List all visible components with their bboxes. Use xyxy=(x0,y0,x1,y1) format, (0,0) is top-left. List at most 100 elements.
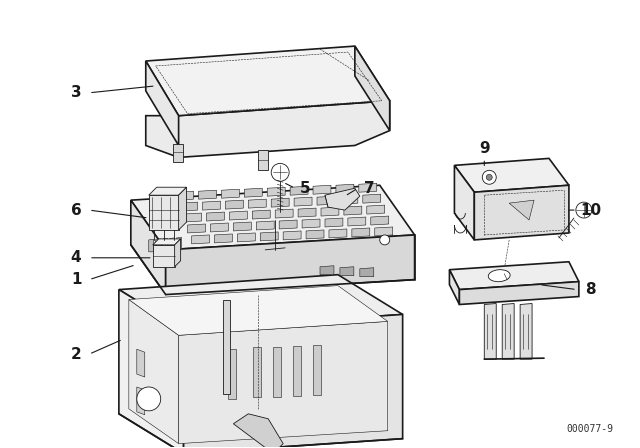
Polygon shape xyxy=(146,46,390,116)
Polygon shape xyxy=(298,208,316,217)
Polygon shape xyxy=(148,195,179,230)
Polygon shape xyxy=(188,224,205,233)
Polygon shape xyxy=(502,303,514,359)
Polygon shape xyxy=(325,218,343,227)
Polygon shape xyxy=(221,189,239,198)
Polygon shape xyxy=(253,347,261,397)
Polygon shape xyxy=(156,239,161,251)
Polygon shape xyxy=(153,245,175,267)
Polygon shape xyxy=(268,187,285,196)
Text: 10: 10 xyxy=(580,202,602,218)
Circle shape xyxy=(576,202,592,218)
Polygon shape xyxy=(148,239,154,252)
Polygon shape xyxy=(177,237,182,250)
Polygon shape xyxy=(198,190,216,199)
Polygon shape xyxy=(244,188,262,197)
Polygon shape xyxy=(313,185,331,194)
Polygon shape xyxy=(321,207,339,216)
Polygon shape xyxy=(237,233,255,242)
Polygon shape xyxy=(371,216,388,225)
Polygon shape xyxy=(173,143,182,162)
Polygon shape xyxy=(363,194,381,203)
Polygon shape xyxy=(260,232,278,241)
Text: 3: 3 xyxy=(71,85,81,100)
Polygon shape xyxy=(214,234,232,243)
Polygon shape xyxy=(223,300,230,394)
Text: 000077-9: 000077-9 xyxy=(566,424,614,434)
Polygon shape xyxy=(175,191,193,200)
Ellipse shape xyxy=(488,270,510,282)
Polygon shape xyxy=(360,268,374,277)
Polygon shape xyxy=(191,235,209,244)
Polygon shape xyxy=(340,267,354,276)
Text: 1: 1 xyxy=(71,272,81,287)
Polygon shape xyxy=(146,61,179,146)
Polygon shape xyxy=(228,349,236,399)
Polygon shape xyxy=(449,270,460,305)
Polygon shape xyxy=(484,303,496,359)
Polygon shape xyxy=(119,289,184,448)
Polygon shape xyxy=(170,238,175,250)
Polygon shape xyxy=(119,275,403,329)
Polygon shape xyxy=(252,210,270,219)
Text: 8: 8 xyxy=(586,282,596,297)
Text: 5: 5 xyxy=(300,181,310,196)
Text: 9: 9 xyxy=(479,141,490,156)
Polygon shape xyxy=(355,46,390,130)
Polygon shape xyxy=(234,222,252,231)
Circle shape xyxy=(380,235,390,245)
Polygon shape xyxy=(294,197,312,206)
Polygon shape xyxy=(163,238,168,251)
Polygon shape xyxy=(153,239,180,245)
Polygon shape xyxy=(225,200,243,209)
Circle shape xyxy=(137,387,161,411)
Polygon shape xyxy=(137,387,145,415)
Polygon shape xyxy=(474,185,569,240)
Polygon shape xyxy=(325,188,360,210)
Polygon shape xyxy=(329,229,347,238)
Polygon shape xyxy=(179,187,187,230)
Circle shape xyxy=(271,164,289,181)
Circle shape xyxy=(483,170,496,184)
Polygon shape xyxy=(131,200,166,294)
Polygon shape xyxy=(248,199,266,208)
Polygon shape xyxy=(179,321,388,444)
Polygon shape xyxy=(293,346,301,396)
Polygon shape xyxy=(137,349,145,377)
Polygon shape xyxy=(313,345,321,395)
Polygon shape xyxy=(283,231,301,240)
Polygon shape xyxy=(131,185,415,250)
Polygon shape xyxy=(520,303,532,359)
Text: 7: 7 xyxy=(364,181,375,196)
Polygon shape xyxy=(290,186,308,195)
Polygon shape xyxy=(180,202,198,211)
Polygon shape xyxy=(175,239,180,267)
Polygon shape xyxy=(359,183,377,192)
Polygon shape xyxy=(344,206,362,215)
Polygon shape xyxy=(275,209,293,218)
Polygon shape xyxy=(306,230,324,239)
Polygon shape xyxy=(352,228,370,237)
Polygon shape xyxy=(184,213,202,222)
Polygon shape xyxy=(234,414,283,448)
Text: 4: 4 xyxy=(71,250,81,265)
Polygon shape xyxy=(454,159,569,192)
Polygon shape xyxy=(129,286,388,335)
Polygon shape xyxy=(336,184,354,193)
Polygon shape xyxy=(207,212,225,221)
Polygon shape xyxy=(273,347,281,397)
Polygon shape xyxy=(211,223,228,232)
Polygon shape xyxy=(340,195,358,204)
Polygon shape xyxy=(129,300,179,444)
Polygon shape xyxy=(317,196,335,205)
Polygon shape xyxy=(460,282,579,305)
Polygon shape xyxy=(148,187,187,195)
Polygon shape xyxy=(146,101,390,157)
Polygon shape xyxy=(259,151,268,170)
Polygon shape xyxy=(256,221,274,230)
Polygon shape xyxy=(449,262,579,289)
Polygon shape xyxy=(302,219,320,228)
Polygon shape xyxy=(454,165,474,240)
Polygon shape xyxy=(184,314,403,448)
Polygon shape xyxy=(367,205,385,214)
